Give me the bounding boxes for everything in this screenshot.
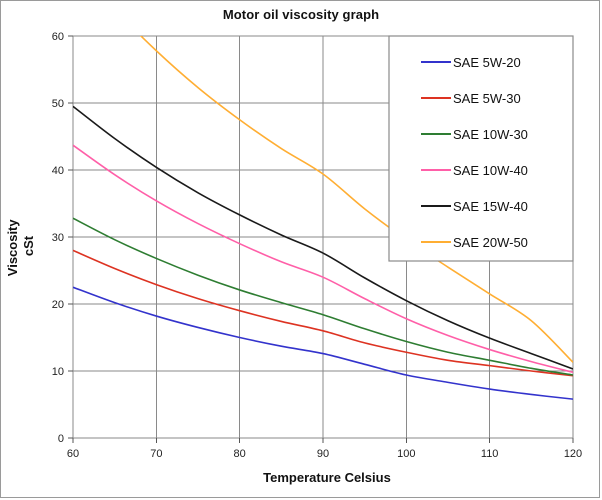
y-tick-label: 40 [52, 165, 64, 177]
legend-label-4[interactable]: SAE 10W-40 [453, 163, 528, 178]
axis-ticks [68, 35, 574, 443]
y-tick-label: 50 [52, 98, 64, 110]
x-axis-tick-labels: 60 70 80 90 100 110 120 [67, 448, 582, 460]
y-tick-label: 20 [52, 299, 64, 311]
legend-label-2[interactable]: SAE 5W-30 [453, 91, 521, 106]
y-tick-label: 30 [52, 232, 64, 244]
y-tick-label: 0 [58, 433, 64, 445]
x-tick-label: 90 [317, 448, 329, 460]
x-tick-label: 60 [67, 448, 79, 460]
x-tick-label: 80 [234, 448, 246, 460]
y-axis-label-line1: Viscosity [5, 219, 20, 277]
y-axis-label: Viscosity cSt [5, 216, 36, 276]
y-tick-label: 60 [52, 31, 64, 43]
x-tick-label: 120 [564, 448, 582, 460]
series-line-sae-5w-30 [73, 249, 573, 377]
legend-label-3[interactable]: SAE 10W-30 [453, 127, 528, 142]
legend-background [388, 35, 574, 262]
series-line-sae-10w-30 [73, 217, 573, 376]
series-line-sae-10w-40 [73, 144, 573, 374]
x-axis-label: Temperature Celsius [263, 470, 391, 485]
series-line-sae-20w-50 [139, 36, 573, 363]
chart-legend[interactable]: SAE 5W-20 SAE 5W-30 SAE 10W-30 SAE 10W-40 SA… [388, 35, 574, 262]
chart-title: Motor oil viscosity graph [222, 7, 380, 22]
legend-label-5[interactable]: SAE 15W-40 [453, 199, 528, 214]
data-series [73, 36, 573, 400]
legend-label-1[interactable]: SAE 5W-20 [453, 55, 521, 70]
x-tick-label: 70 [150, 448, 162, 460]
x-tick-label: 110 [481, 448, 499, 460]
y-axis-label-line2: cSt [21, 235, 36, 256]
y-tick-label: 10 [52, 366, 64, 378]
x-tick-label: 100 [397, 448, 415, 460]
series-line-sae-5w-20 [73, 286, 573, 400]
legend-label-6[interactable]: SAE 20W-50 [453, 235, 528, 250]
y-axis-tick-labels: 0 10 20 30 40 50 60 [52, 31, 64, 445]
series-line-sae-15w-40 [73, 105, 573, 370]
